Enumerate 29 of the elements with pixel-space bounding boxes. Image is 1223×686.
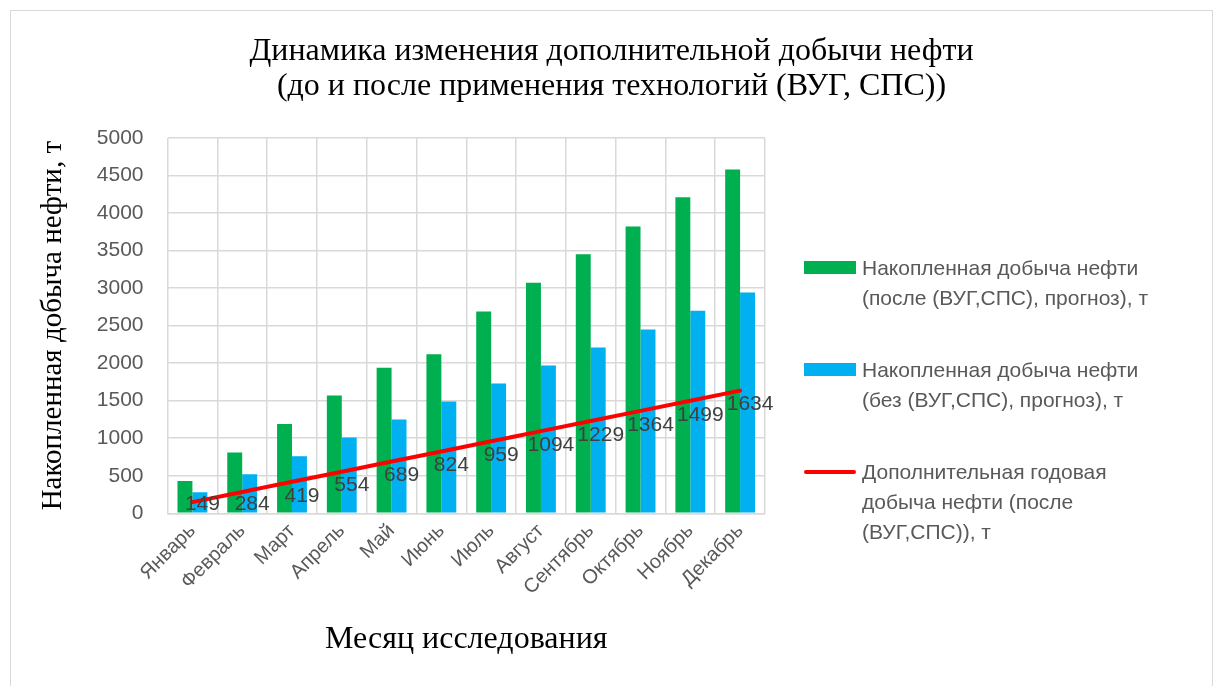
data-label: 1499	[676, 401, 724, 425]
y-tick-label: 4000	[96, 199, 144, 223]
data-label: 1364	[627, 411, 675, 435]
y-tick-label: 3500	[96, 237, 144, 261]
y-axis-title: Накопленная добыча нефти, т	[35, 140, 68, 511]
legend-label: Накопленная добыча нефти (без (ВУГ,СПС), прогноз), т	[862, 357, 1140, 413]
y-tick-label: 4500	[96, 162, 144, 186]
legend-label: Дополнительная годовая добыча нефти (после (ВУГ,СПС)), т	[862, 459, 1108, 545]
data-label: 149	[184, 491, 220, 515]
data-label: 1229	[577, 421, 625, 445]
chart-title: Динамика изменения дополнительной добычи нефти (до и после применения технологий (ВУГ, СПС))	[248, 31, 975, 102]
x-axis-title: Месяц исследования	[325, 619, 608, 656]
legend-label: Накопленная добыча нефти (после (ВУГ,СПС), прогноз), т	[862, 255, 1149, 311]
y-tick-label: 1500	[96, 387, 144, 411]
y-tick-label: 1000	[96, 425, 144, 449]
y-tick-label: 2500	[96, 312, 144, 336]
y-tick-label: 3000	[96, 274, 144, 298]
data-label: 1634	[726, 391, 774, 415]
data-label: 554	[334, 472, 370, 496]
y-tick-label: 5000	[96, 124, 144, 148]
y-tick-label: 2000	[96, 349, 144, 373]
data-label: 824	[433, 452, 470, 476]
y-tick-label: 0	[131, 500, 144, 524]
data-label: 959	[483, 442, 519, 466]
data-label: 419	[284, 482, 320, 506]
data-label: 689	[384, 462, 420, 486]
data-label: 284	[234, 491, 271, 515]
y-tick-label: 500	[108, 462, 144, 486]
data-label: 1094	[527, 431, 575, 455]
